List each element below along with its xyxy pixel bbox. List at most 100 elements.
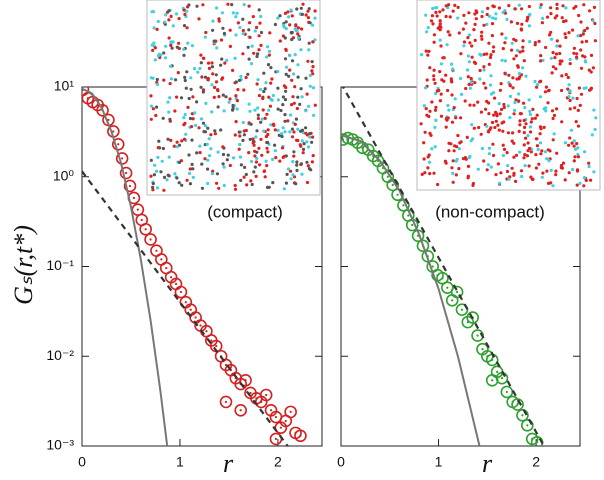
inset-particle: [513, 108, 517, 112]
inset-particle: [149, 158, 153, 162]
inset-particle: [549, 168, 553, 172]
inset-particle: [235, 107, 239, 111]
inset-particle: [269, 66, 273, 70]
inset-particle: [149, 174, 153, 178]
inset-particle: [260, 117, 264, 121]
inset-particle: [245, 183, 249, 187]
inset-particle: [572, 144, 576, 148]
marker-ring: [294, 429, 307, 443]
inset-particle: [482, 52, 486, 57]
inset-particle: [456, 16, 460, 20]
inset-particle: [191, 175, 195, 179]
inset-particle: [547, 159, 551, 163]
inset-particle: [233, 183, 237, 188]
inset-particle: [175, 45, 179, 49]
inset-particle: [539, 3, 543, 7]
inset-particle: [501, 143, 505, 147]
inset-particle: [221, 162, 225, 166]
inset-particle: [307, 167, 311, 171]
x-tick-label: 1: [176, 454, 184, 470]
inset-particle: [551, 184, 555, 188]
inset-particle: [276, 98, 280, 102]
inset-particle: [214, 73, 218, 77]
inset-particle: [215, 6, 219, 10]
inset-particle: [295, 7, 299, 11]
inset-particle: [514, 153, 519, 157]
inset-particle: [473, 61, 478, 65]
inset-particle: [162, 175, 167, 179]
inset-particle: [287, 74, 291, 78]
marker-dot: [132, 196, 136, 200]
inset-particle: [425, 78, 429, 82]
inset-particle: [267, 108, 271, 112]
inset-particle: [210, 65, 214, 69]
inset-particle: [502, 102, 506, 107]
inset-particle: [191, 95, 195, 99]
inset-particle: [188, 116, 192, 121]
inset-particle: [438, 22, 442, 26]
inset-particle: [564, 35, 568, 40]
inset-particle: [155, 27, 159, 31]
marker-dot: [441, 277, 444, 280]
inset-particle: [467, 33, 471, 37]
marker-ring: [284, 405, 297, 419]
inset-particle: [419, 122, 423, 126]
inset-particle: [447, 108, 451, 112]
inset-particle: [276, 128, 280, 132]
inset-particle: [291, 173, 295, 177]
inset-particle: [575, 142, 579, 146]
inset-particle: [567, 90, 572, 94]
inset-particle: [233, 187, 238, 191]
inset-particle: [151, 107, 155, 111]
inset-particle: [284, 20, 288, 24]
inset-particle: [163, 56, 168, 60]
inset-particle: [427, 49, 431, 54]
inset-particle: [449, 142, 453, 146]
y-tick-label: 10¹: [54, 78, 75, 94]
inset-particle: [247, 28, 251, 32]
inset-particle: [206, 126, 210, 130]
inset-particle: [262, 169, 266, 173]
inset-particle: [558, 51, 562, 56]
marker-dot: [526, 424, 529, 427]
inset-particle: [439, 44, 443, 48]
inset-particle: [420, 172, 424, 176]
inset-particle: [527, 98, 531, 102]
inset-particle: [542, 107, 546, 111]
data-point: [144, 233, 157, 246]
inset-particle: [256, 106, 260, 110]
inset-particle: [206, 181, 210, 186]
inset-particle: [254, 174, 258, 178]
inset-particle: [199, 117, 204, 121]
inset-particle: [191, 167, 195, 171]
inset-particle: [430, 14, 434, 18]
inset-particle: [520, 7, 524, 11]
inset-particle: [198, 144, 202, 148]
inset-particle: [534, 153, 538, 157]
inset-particle: [423, 130, 427, 134]
marker-dot: [244, 379, 247, 382]
inset-particle: [503, 41, 507, 45]
inset-particle: [522, 143, 526, 147]
gaussian-curve: [82, 87, 169, 446]
inset-particle: [549, 30, 553, 34]
inset-particle: [518, 75, 522, 79]
inset-particle: [306, 9, 310, 13]
inset-particle: [261, 108, 265, 112]
inset-particle: [514, 54, 518, 58]
data-point: [123, 179, 137, 193]
inset-particle: [457, 147, 461, 151]
inset-particle: [522, 59, 526, 63]
inset-particle: [506, 164, 510, 168]
x-tick-label: 2: [532, 454, 540, 470]
inset-particle: [459, 76, 463, 81]
inset-particle: [510, 139, 514, 143]
inset-particle: [258, 21, 262, 25]
inset-particle: [173, 109, 177, 113]
inset-particle: [209, 147, 213, 151]
inset-particle: [571, 28, 575, 32]
inset-particle: [289, 8, 293, 12]
inset-particle: [270, 77, 274, 81]
inset-particle: [313, 16, 317, 20]
marker-dot: [481, 348, 484, 351]
